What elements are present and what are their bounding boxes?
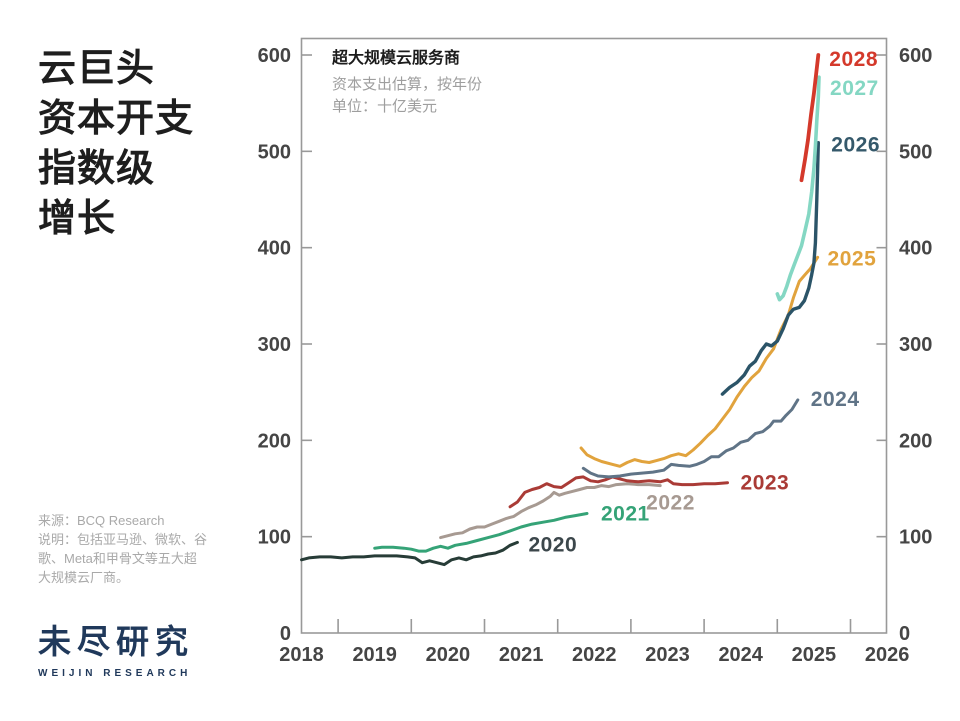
series-label-2021: 2021 — [601, 503, 650, 526]
source-note-line: 大规模云厂商。 — [38, 570, 130, 585]
series-label-2025: 2025 — [828, 247, 877, 270]
y-axis-label-right: 300 — [899, 334, 932, 356]
plot-frame — [300, 37, 888, 634]
logo-en-text: WEIJIN RESEARCH — [38, 668, 192, 679]
series-line-2028 — [799, 53, 821, 183]
source-note-line: 说明：包括亚马逊、微软、谷 — [38, 532, 208, 547]
chart-unit-label: 单位：十亿美元 — [332, 98, 437, 115]
series-line-2025 — [579, 255, 820, 468]
page-title: 云巨头 资本开支 指数级 增长 — [38, 44, 194, 244]
x-axis-label: 2018 — [279, 644, 324, 666]
x-axis-label: 2025 — [792, 644, 837, 666]
y-axis-label-left: 300 — [258, 334, 291, 356]
page-title-line: 指数级 — [38, 148, 156, 190]
page-title-line: 资本开支 — [38, 98, 195, 140]
chart-subtitle: 资本支出估算，按年份 — [332, 75, 482, 93]
x-axis-label: 2021 — [499, 644, 544, 666]
x-axis-label: 2022 — [572, 644, 617, 666]
series-line-2027 — [775, 75, 821, 302]
source-note-line: 歌、Meta和甲骨文等五大超 — [38, 551, 197, 566]
series-label-2024: 2024 — [811, 388, 860, 411]
page-title-line: 云巨头 — [38, 48, 156, 90]
y-axis-label-right: 500 — [899, 141, 932, 163]
x-axis-label: 2019 — [352, 644, 397, 666]
y-axis-label-left: 400 — [258, 238, 291, 260]
weijin-research-logo: 未尽研究 WEIJIN RESEARCH — [38, 615, 194, 679]
series-label-2022: 2022 — [646, 492, 695, 515]
series-line-2022 — [439, 482, 662, 540]
series-line-2021 — [373, 512, 589, 553]
y-axis-label-left: 500 — [258, 141, 291, 163]
y-axis-label-left: 100 — [258, 527, 291, 549]
series-line-2026 — [720, 140, 820, 396]
chart-generated-layer: 0 0 100 100 200 200 300 300 400 400 500 500 600 600 20… — [258, 37, 932, 666]
y-axis-label-right: 600 — [899, 45, 932, 67]
x-axis-label: 2020 — [426, 644, 471, 666]
source-note-line: 来源：BCQ Research — [38, 513, 165, 528]
y-axis-label-left: 0 — [280, 623, 291, 645]
series-line-2024 — [581, 398, 800, 479]
series-label-2028: 2028 — [829, 48, 878, 71]
series-label-2020: 2020 — [528, 533, 577, 556]
source-note: 来源：BCQ Research 说明：包括亚马逊、微软、谷 歌、Meta和甲骨文… — [38, 511, 238, 587]
y-axis-label-right: 400 — [899, 238, 932, 260]
y-axis-label-left: 600 — [258, 45, 291, 67]
x-axis-label: 2026 — [865, 644, 910, 666]
series-line-2023 — [508, 475, 729, 509]
y-axis-label-right: 200 — [899, 430, 932, 452]
page-title-line: 增长 — [38, 198, 117, 240]
series-label-2023: 2023 — [741, 472, 790, 495]
logo-cn-text: 未尽研究 — [38, 625, 194, 661]
y-axis-label-right: 100 — [899, 527, 932, 549]
x-axis-label: 2024 — [718, 644, 763, 666]
y-axis-label-right: 0 — [899, 623, 910, 645]
y-axis-label-left: 200 — [258, 430, 291, 452]
series-label-2026: 2026 — [831, 134, 880, 157]
x-axis-label: 2023 — [645, 644, 690, 666]
series-label-2027: 2027 — [830, 77, 879, 100]
series-line-2020 — [300, 540, 519, 567]
chart-title: 超大规模云服务商 — [331, 48, 460, 67]
